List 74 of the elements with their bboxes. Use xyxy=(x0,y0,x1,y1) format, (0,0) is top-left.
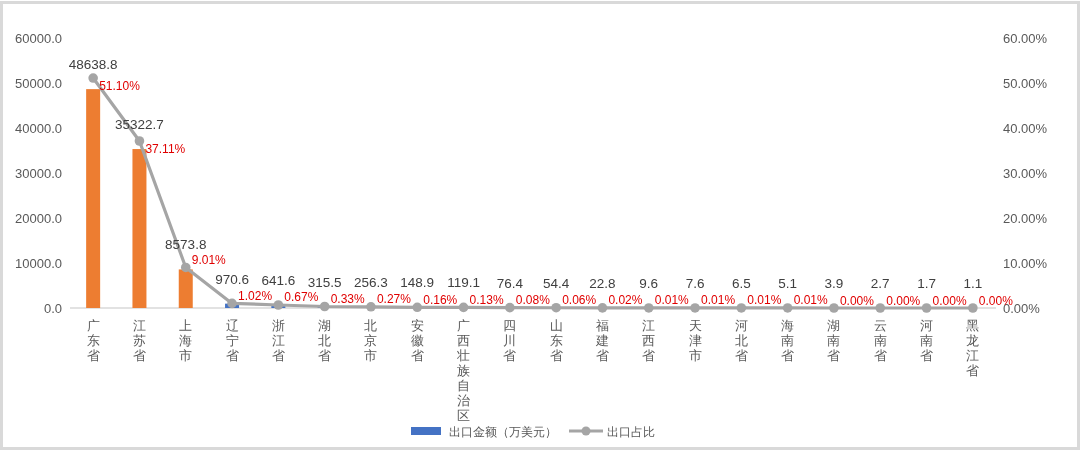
value-label: 2.7 xyxy=(870,276,890,291)
y-tick-label: 50000.0 xyxy=(15,75,62,91)
value-label: 7.6 xyxy=(685,275,705,291)
value-label: 641.6 xyxy=(261,273,296,289)
x-tick-label: 广东省 xyxy=(86,318,100,363)
value-label: 51.10% xyxy=(99,79,140,94)
y2-tick-label: 40.00% xyxy=(1003,120,1048,136)
value-label: 0.01% xyxy=(747,293,782,308)
x-tick-label: 山东省 xyxy=(549,318,563,363)
legend-label: 出口占比 xyxy=(607,424,655,439)
x-tick-label: 天津市 xyxy=(688,318,702,363)
x-tick-label: 福建省 xyxy=(594,318,609,363)
y2-tick-label: 60.00% xyxy=(1003,30,1048,46)
value-label: 1.02% xyxy=(238,288,273,303)
x-tick-label: 安徽省 xyxy=(410,318,424,363)
x-tick-label: 湖北省 xyxy=(318,318,332,363)
x-tick-label: 辽宁省 xyxy=(225,318,239,363)
y-tick-label: 10000.0 xyxy=(15,255,62,271)
y-tick-label: 40000.0 xyxy=(15,120,62,136)
value-label: 0.01% xyxy=(793,293,828,308)
value-label: 148.9 xyxy=(400,275,435,291)
x-tick-label: 四川省 xyxy=(503,318,517,363)
y2-tick-label: 30.00% xyxy=(1003,165,1048,181)
x-tick-label: 湖南省 xyxy=(827,318,841,363)
value-label: 0.16% xyxy=(423,292,458,307)
x-tick-label: 云南省 xyxy=(873,318,887,363)
value-label: 35322.7 xyxy=(115,117,164,133)
x-tick-label: 河南省 xyxy=(920,318,934,363)
y-tick-label: 30000.0 xyxy=(15,165,62,181)
value-label: 76.4 xyxy=(496,275,523,291)
y-tick-label: 0.0 xyxy=(43,300,62,316)
value-label: 970.6 xyxy=(215,271,249,287)
value-label: 22.8 xyxy=(589,275,616,291)
legend-label: 出口金额（万美元） xyxy=(449,424,557,439)
x-tick-label: 上海市 xyxy=(179,318,193,363)
value-label: 8573.8 xyxy=(165,237,207,253)
y2-tick-label: 50.00% xyxy=(1003,75,1048,91)
value-label: 9.6 xyxy=(639,275,659,291)
x-tick-label: 江西省 xyxy=(642,318,656,363)
value-label: 0.33% xyxy=(330,292,365,306)
value-label: 0.06% xyxy=(562,293,597,308)
value-label: 5.1 xyxy=(778,276,798,291)
y-tick-label: 60000.0 xyxy=(15,30,62,46)
y2-tick-label: 20.00% xyxy=(1003,210,1048,226)
y2-tick-label: 10.00% xyxy=(1003,255,1048,271)
value-label: 0.00% xyxy=(839,293,874,308)
value-label: 0.00% xyxy=(886,293,921,308)
value-label: 315.5 xyxy=(307,274,342,290)
x-tick-label: 海南省 xyxy=(781,318,795,363)
value-label: 0.08% xyxy=(515,293,550,308)
x-tick-label: 黑龙江省 xyxy=(966,318,980,378)
value-label: 54.4 xyxy=(543,275,570,291)
value-label: 0.01% xyxy=(654,293,689,308)
value-label: 256.3 xyxy=(354,274,388,290)
value-label: 0.00% xyxy=(932,293,967,308)
value-label: 6.5 xyxy=(731,275,751,291)
x-tick-label: 广西壮族自治区 xyxy=(456,318,471,423)
value-label: 119.1 xyxy=(447,275,480,291)
x-tick-label: 河北省 xyxy=(734,318,748,363)
value-label: 0.02% xyxy=(608,293,643,308)
value-label: 1.1 xyxy=(963,276,983,291)
x-tick-label: 北京市 xyxy=(364,318,378,363)
value-label: 0.67% xyxy=(284,290,319,305)
value-label: 48638.8 xyxy=(68,57,118,73)
value-label: 9.01% xyxy=(191,252,226,267)
y-tick-label: 20000.0 xyxy=(15,210,62,226)
value-label: 1.7 xyxy=(917,276,936,291)
value-label: 37.11% xyxy=(145,142,186,156)
value-label: 0.27% xyxy=(376,292,411,307)
x-tick-label: 浙江省 xyxy=(271,318,285,363)
value-label: 3.9 xyxy=(824,276,844,291)
x-tick-label: 江苏省 xyxy=(132,318,146,363)
value-label: 0.01% xyxy=(701,293,736,308)
value-label: 0.13% xyxy=(469,292,504,307)
